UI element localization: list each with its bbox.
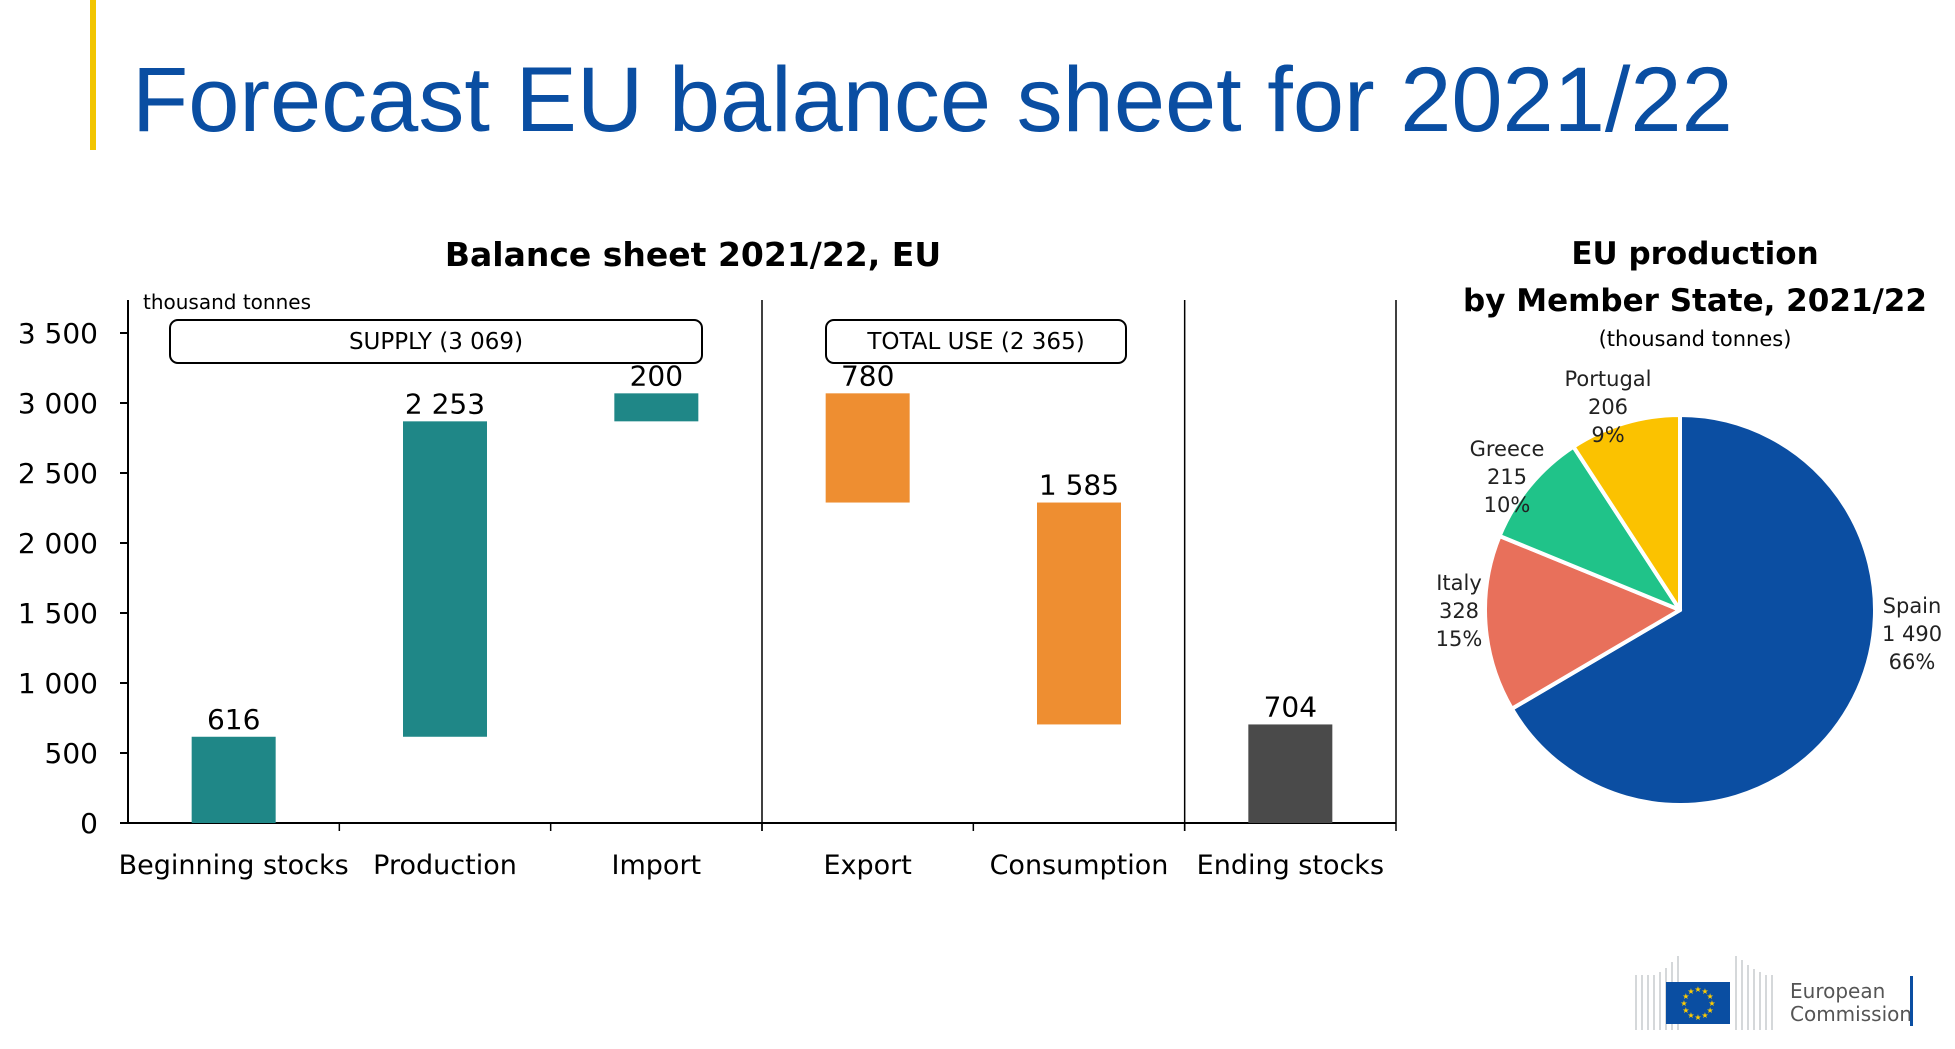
total-use-group-label: TOTAL USE (2 365): [866, 329, 1084, 355]
bar: [403, 421, 487, 737]
x-tick-label: Ending stocks: [1197, 850, 1384, 881]
european-commission-logo: ★ ★★★★★★★★★★★: [1635, 956, 1773, 1030]
logo-divider: [1910, 976, 1913, 1026]
eu-star-icon: ★: [1694, 1013, 1701, 1022]
bar-value-label: 200: [630, 359, 683, 392]
eu-star-icon: ★: [1707, 992, 1714, 1001]
pie-slice: [1571, 413, 1682, 612]
eu-star-icon: ★: [1708, 999, 1715, 1008]
bar-value-label: 2 253: [405, 387, 485, 420]
bar-value-label: 616: [207, 703, 260, 736]
eu-star-icon: ★: [1701, 987, 1708, 996]
logo-lines-graphic: [1635, 956, 1773, 1030]
pie-chart-unit: (thousand tonnes): [1599, 327, 1792, 351]
y-tick-label: 3 500: [18, 317, 98, 350]
slice-value-label: 215: [1487, 465, 1527, 489]
bar-chart-ylabel: thousand tonnes: [143, 290, 311, 314]
pie-chart-subtitle: by Member State, 2021/22: [1463, 283, 1927, 319]
bar-value-label: 704: [1264, 690, 1317, 723]
supply-group-box: [169, 319, 703, 364]
y-tick-label: 1 000: [18, 667, 98, 700]
bar: [1248, 724, 1333, 823]
eu-star-icon: ★: [1707, 1006, 1714, 1015]
eu-star-icon: ★: [1687, 987, 1694, 996]
pie-slice: [1509, 413, 1877, 807]
x-tick-label: Consumption: [990, 850, 1169, 881]
eu-star-icon: ★: [1701, 1011, 1708, 1020]
supply-group-label: SUPPLY (3 069): [349, 329, 523, 355]
pie-slice: [1497, 444, 1682, 612]
eu-star-icon: ★: [1694, 985, 1701, 994]
bar-chart-plot: 0 500 1 000 1 500 2 000 2 500 3 000 3 500 616 Beg…: [18, 300, 1397, 881]
title-accent-bar: [90, 0, 96, 150]
logo-wordmark: European Commission: [1790, 980, 1912, 1026]
slice-name-label: Portugal: [1565, 367, 1652, 391]
page-title: Forecast EU balance sheet for 2021/22: [132, 49, 1733, 151]
slice-value-label: 328: [1439, 599, 1479, 623]
x-tick-label: Import: [612, 850, 702, 881]
slice-value-label: 206: [1588, 395, 1628, 419]
total-use-group-box: [825, 319, 1127, 364]
bar-chart-title: Balance sheet 2021/22, EU: [445, 235, 941, 274]
y-tick-label: 1 500: [18, 597, 98, 630]
slice-percent-label: 15%: [1436, 627, 1483, 651]
slice-name-label: Spain: [1883, 594, 1942, 618]
bar-value-label: 1 585: [1039, 469, 1119, 502]
pie-chart-plot: Spain 1 490 66% Italy 328 15% Greece 215 10% Port…: [1436, 367, 1942, 807]
y-tick-label: 500: [45, 737, 98, 770]
eu-flag-icon: [1666, 982, 1730, 1024]
bar: [1037, 502, 1121, 725]
y-tick-label: 2 000: [18, 527, 98, 560]
x-tick-label: Export: [823, 850, 911, 881]
x-tick-label: Production: [373, 850, 517, 881]
eu-star-icon: ★: [1680, 999, 1687, 1008]
slice-percent-label: 10%: [1484, 493, 1531, 517]
bar: [191, 736, 276, 823]
slice-name-label: Italy: [1436, 571, 1482, 595]
y-tick-label: 0: [80, 807, 98, 840]
logo-line-2: Commission: [1790, 1002, 1913, 1026]
slice-value-label: 1 490: [1882, 622, 1942, 646]
slice-percent-label: 66%: [1889, 650, 1936, 674]
slice-name-label: Greece: [1470, 437, 1545, 461]
eu-star-icon: ★: [1682, 1006, 1689, 1015]
y-tick-label: 3 000: [18, 387, 98, 420]
x-tick-label: Beginning stocks: [119, 850, 349, 881]
pie-chart-title: EU production: [1571, 236, 1818, 272]
eu-star-icon: ★: [1682, 992, 1689, 1001]
eu-star-icon: ★: [1687, 1011, 1694, 1020]
bar-value-label: 780: [841, 359, 894, 392]
logo-line-1: European: [1790, 979, 1886, 1003]
slice-percent-label: 9%: [1591, 423, 1624, 447]
y-tick-label: 2 500: [18, 457, 98, 490]
bar: [614, 393, 699, 422]
eu-stars-icon: ★ ★★★★★★★★★★★: [1680, 985, 1715, 1022]
pie-slice: [1483, 533, 1682, 711]
bar: [825, 393, 910, 503]
